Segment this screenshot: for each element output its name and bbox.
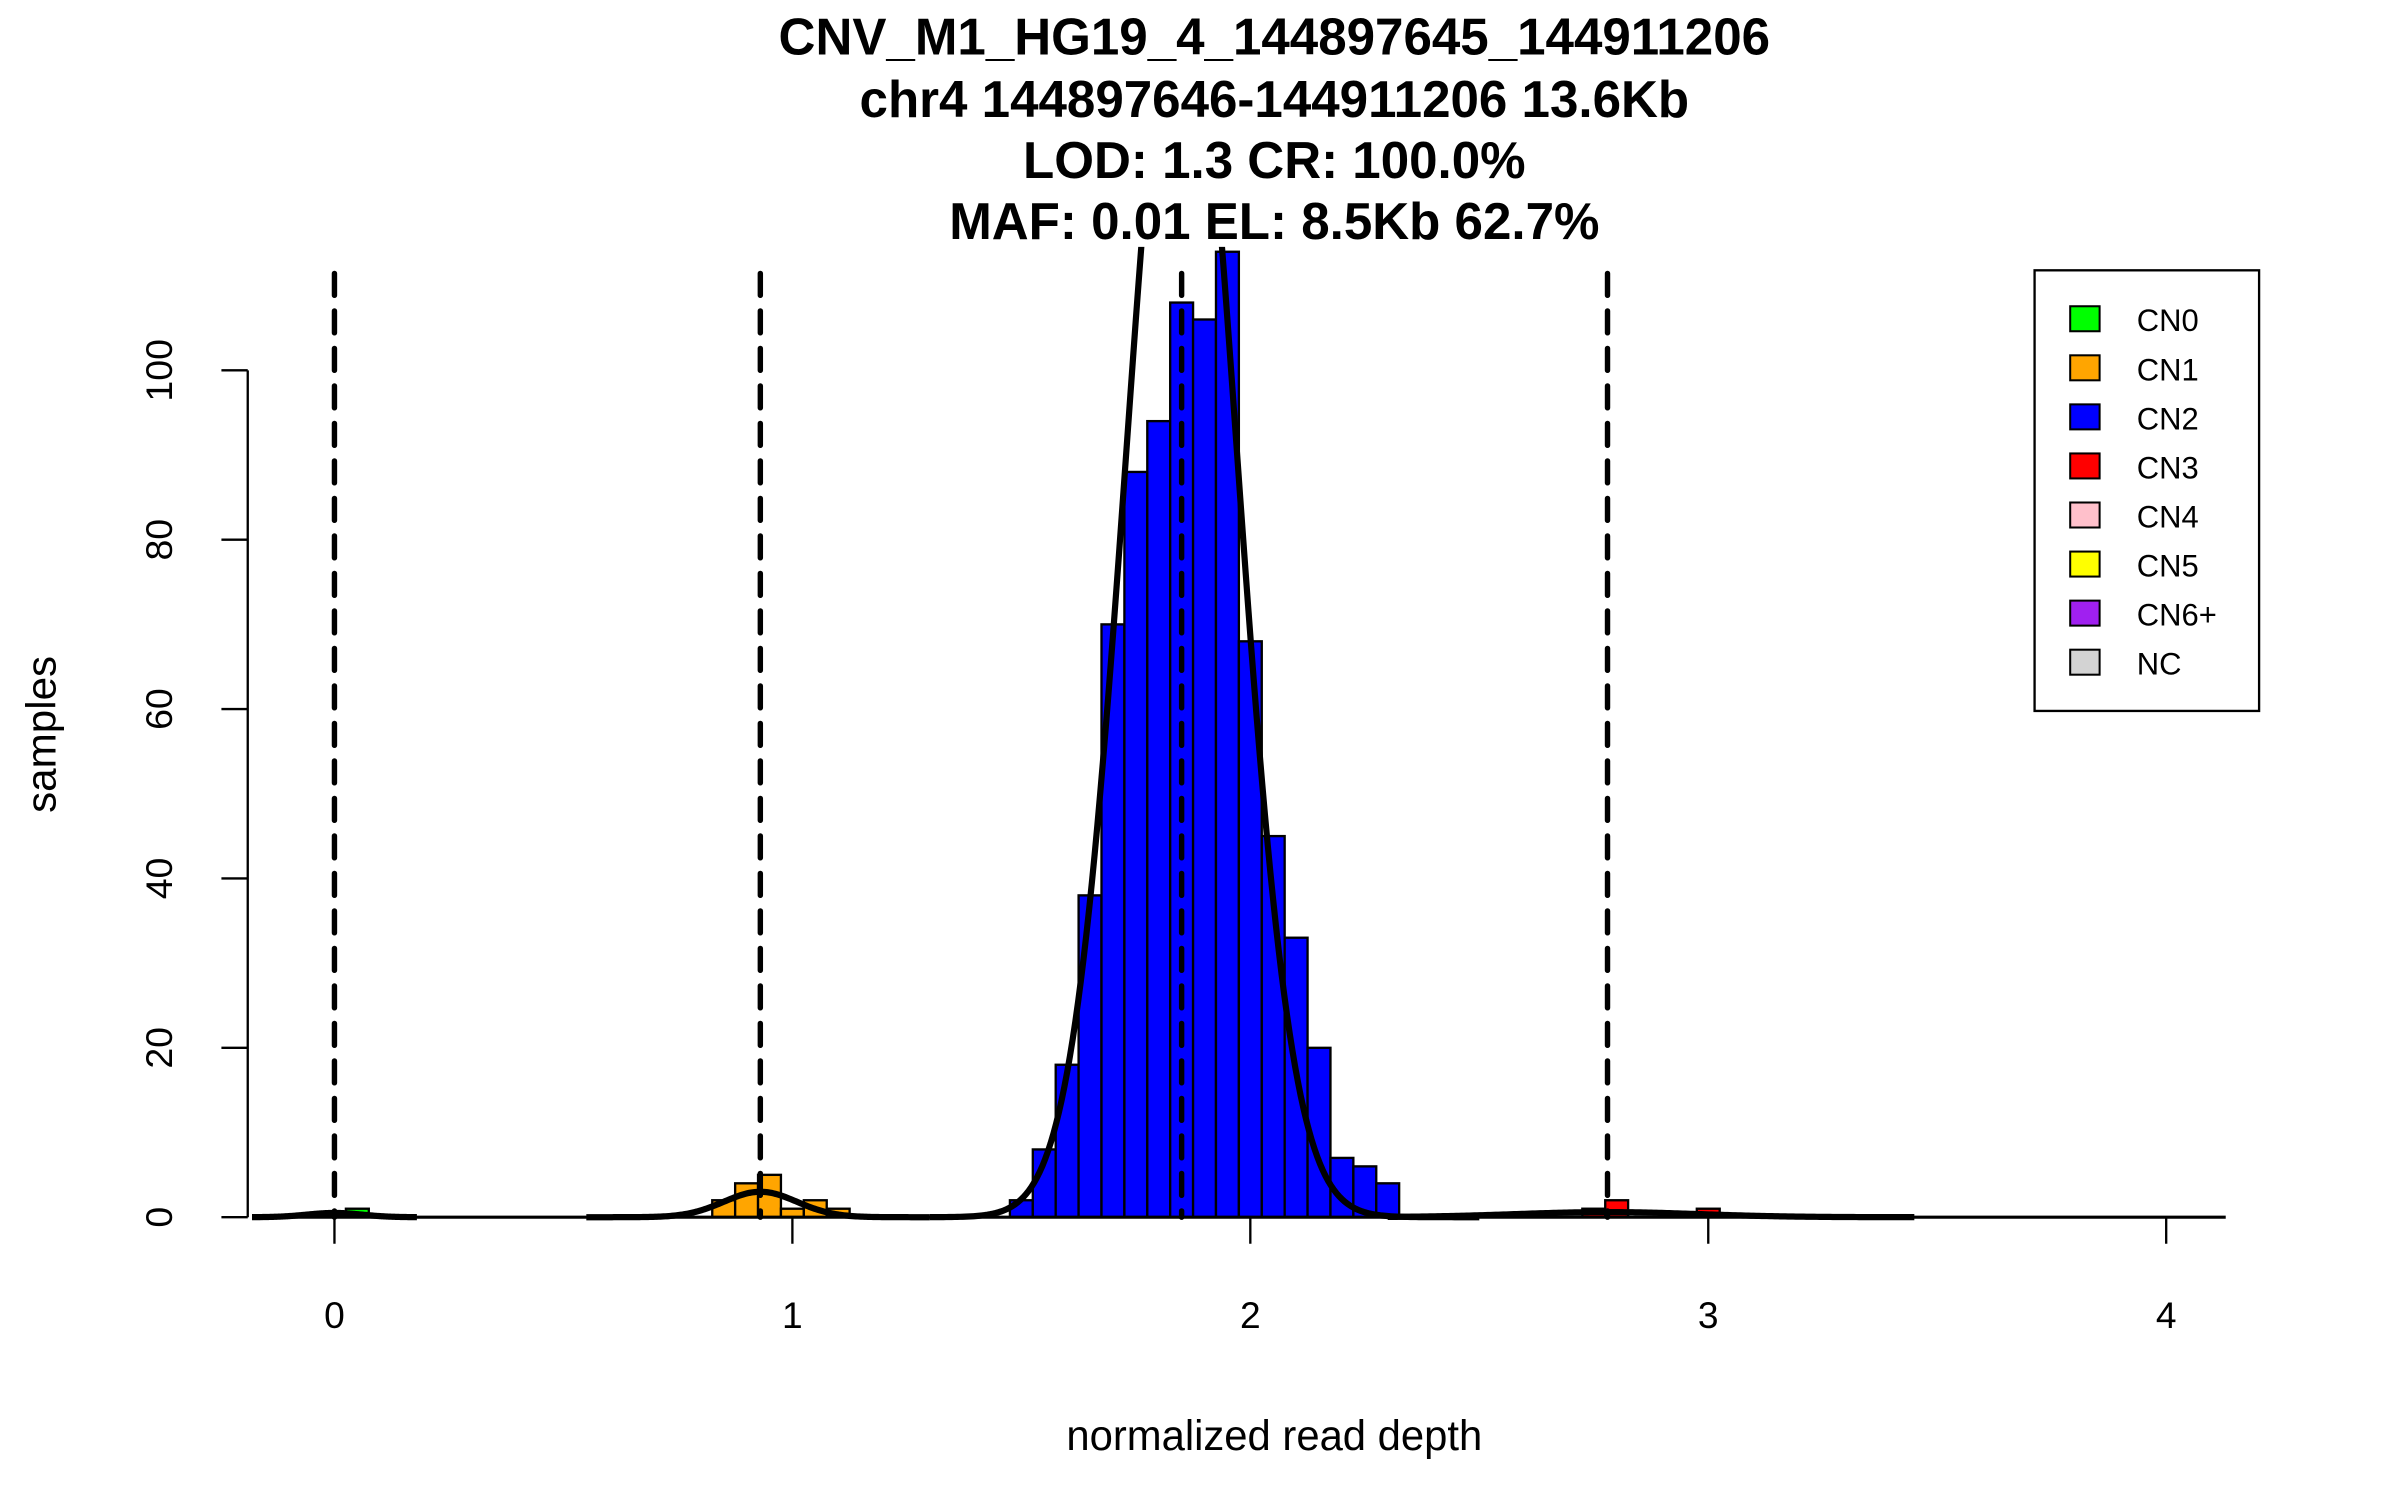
x-tick-label: 3 (1698, 1294, 1719, 1336)
legend-label: CN0 (2137, 303, 2199, 338)
cutoff-lines (331, 270, 1611, 1220)
legend-swatch-cn6plus (2069, 599, 2101, 627)
legend-label: NC (2137, 647, 2182, 682)
legend-label: CN1 (2137, 352, 2199, 387)
bar-cn2 (1375, 1182, 1401, 1219)
bar-cn2 (1191, 318, 1218, 1219)
title-line-3: LOD: 1.3 CR: 100.0% (1023, 132, 1526, 189)
y-tick-label: 0 (138, 1207, 180, 1228)
x-tick-label: 0 (324, 1294, 345, 1336)
y-tick-label: 60 (138, 688, 180, 730)
legend-label: CN5 (2137, 548, 2199, 583)
legend-label: CN2 (2137, 401, 2199, 436)
title-line-1: CNV_M1_HG19_4_144897645_144911206 (779, 8, 1771, 65)
bar-cn2 (1077, 894, 1103, 1219)
y-axis-label: samples (18, 656, 65, 813)
legend-swatch-cn4 (2069, 501, 2101, 529)
legend-swatch-cn5 (2069, 550, 2101, 578)
histogram-bars (344, 250, 1721, 1219)
x-tick-label: 2 (1240, 1294, 1261, 1336)
x-axis: 0 1 2 3 4 (324, 1217, 2177, 1336)
legend: CN0 CN1 CN2 CN3 CN4 CN5 CN6+ NC (2033, 269, 2261, 713)
bar-cn1 (733, 1182, 760, 1219)
legend-swatch-cn0 (2069, 305, 2101, 333)
y-tick-label: 40 (138, 858, 180, 900)
legend-label: CN4 (2137, 499, 2199, 534)
x-tick-label: 1 (782, 1294, 803, 1336)
legend-label: CN3 (2137, 450, 2199, 485)
title-line-4: MAF: 0.01 EL: 8.5Kb 62.7% (949, 193, 1599, 250)
y-tick-label: 20 (138, 1027, 180, 1069)
legend-label: CN6+ (2137, 597, 2217, 632)
legend-swatch-cn2 (2069, 403, 2101, 431)
bar-cn2 (1123, 470, 1149, 1219)
legend-box (2033, 269, 2261, 713)
bar-cn2 (1146, 419, 1172, 1219)
y-tick-label: 80 (138, 519, 180, 561)
legend-swatch-cn3 (2069, 452, 2101, 480)
x-axis-label: normalized read depth (1066, 1412, 1482, 1459)
title-line-2: chr4 144897646-144911206 13.6Kb (860, 71, 1690, 128)
y-axis: 0 20 40 60 80 100 (138, 339, 249, 1228)
chart-title: CNV_M1_HG19_4_144897645_144911206 chr4 1… (779, 8, 1771, 250)
x-tick-label: 4 (2156, 1294, 2177, 1336)
legend-swatch-cn1 (2069, 354, 2101, 382)
legend-swatch-nc (2069, 648, 2101, 676)
y-tick-label: 100 (138, 339, 180, 402)
